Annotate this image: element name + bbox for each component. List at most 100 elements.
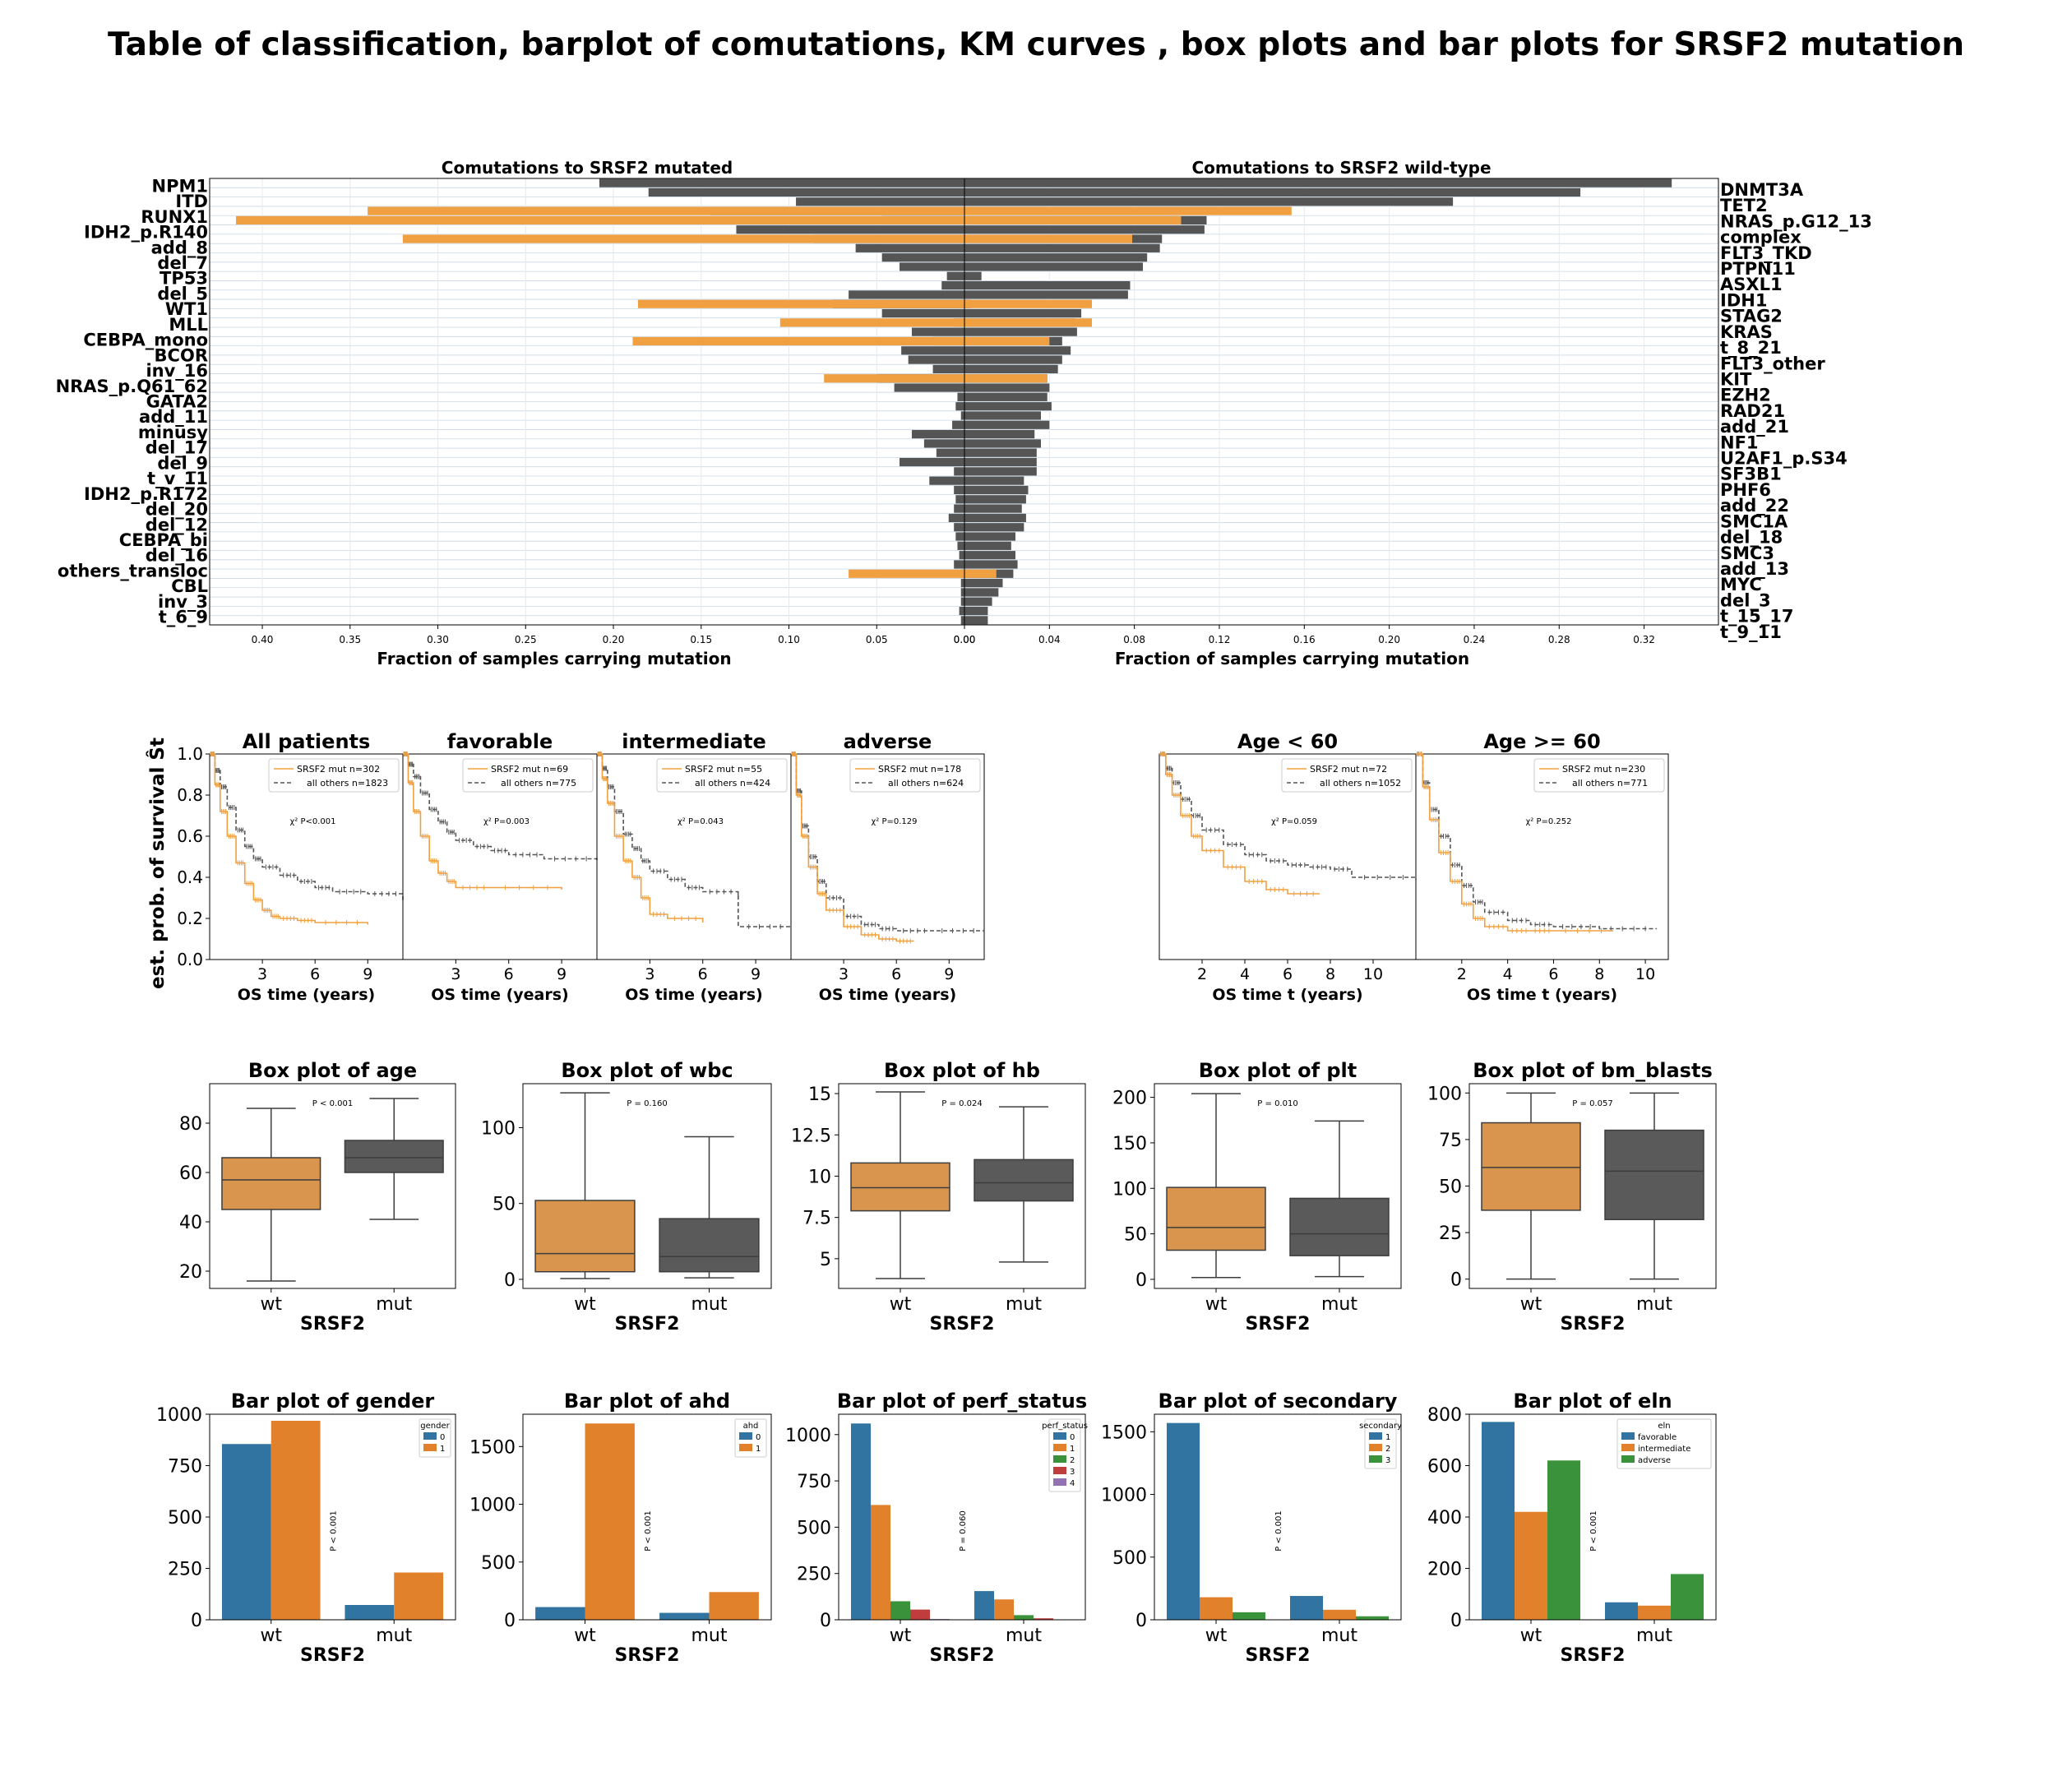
bar-wild-type (964, 411, 1041, 420)
legend-label: intermediate (1638, 1445, 1690, 1454)
bar-wild-type (964, 495, 1026, 504)
legend-label: all others n=1823 (307, 778, 388, 789)
box-panel: wt mut 0 50 100 150 200 Box plot of plt SRSF2 P =… (1112, 1059, 1402, 1334)
p-value: χ² P=0.043 (678, 817, 724, 826)
bar-mutated-highlight (236, 215, 964, 224)
subplot-title: Bar plot of perf_status (837, 1390, 1087, 1413)
bar-mutated-highlight (402, 234, 964, 243)
x-tick-label: 3 (257, 965, 267, 983)
legend-swatch (1053, 1455, 1066, 1463)
bar-mutated (954, 560, 964, 569)
bar-wild-type (964, 187, 1581, 197)
gene-label: FLT3_TKD (1720, 243, 1812, 263)
bar-wild-type (964, 271, 982, 280)
comutation-chart: 0.40 0.35 0.30 0.25 0.20 0.15 0.10 0.05 0.000.00… (56, 158, 1872, 668)
box (1166, 1186, 1266, 1251)
legend-swatch (1621, 1455, 1635, 1463)
plot-frame (1415, 753, 1669, 960)
x-tick-label: 0.16 (1293, 634, 1316, 645)
bar (871, 1505, 890, 1620)
legend-label: 0 (756, 1433, 761, 1442)
bar-wild-type-highlight (964, 374, 1048, 383)
plot-frame (1154, 1413, 1402, 1621)
bar-wild-type (964, 439, 1041, 448)
gene-label: TP53 (160, 269, 208, 289)
x-tick-label: 10 (1635, 965, 1655, 983)
x-axis-label: SRSF2 (1246, 1645, 1311, 1666)
legend-label: favorable (1638, 1433, 1677, 1442)
legend-swatch (1053, 1444, 1066, 1451)
subplot-title: Box plot of age (248, 1059, 417, 1082)
plot-frame (838, 1083, 1086, 1289)
gene-label: ASXL1 (1720, 275, 1783, 294)
p-value: P = 0.160 (627, 1099, 667, 1108)
bar-wild-type (964, 383, 1050, 392)
y-tick-label: 25 (1439, 1223, 1462, 1244)
x-tick-label: wt (1520, 1294, 1542, 1315)
bar-mutated (796, 197, 964, 206)
y-tick-label: 80 (179, 1114, 202, 1135)
y-tick-label: 500 (797, 1518, 831, 1538)
legend-box (1281, 758, 1413, 793)
bar-mutated (960, 597, 964, 606)
box (974, 1159, 1074, 1202)
legend-title: ahd (743, 1422, 759, 1431)
p-value: χ² P=0.129 (871, 817, 917, 826)
bar-mutated (932, 364, 964, 373)
x-tick-label: mut (1006, 1294, 1042, 1315)
bar-mutated (957, 541, 964, 550)
bar-mutated-highlight (632, 336, 964, 346)
gene-label: add_22 (1720, 496, 1789, 516)
x-axis-label: Fraction of samples carrying mutation (377, 649, 731, 668)
legend-swatch (423, 1432, 437, 1440)
gene-label: WT1 (165, 299, 208, 319)
bar-wild-type (964, 485, 1029, 495)
legend-swatch (1369, 1432, 1382, 1440)
gene-label: NF1 (1720, 432, 1759, 452)
p-value: χ² P=0.252 (1525, 817, 1571, 826)
legend-label: all others n=424 (695, 778, 770, 789)
plot-frame (790, 753, 985, 960)
x-tick-label: 9 (363, 965, 372, 983)
bar (851, 1423, 871, 1620)
x-tick-label: wt (1205, 1294, 1228, 1315)
x-axis-label: SRSF2 (1561, 1645, 1626, 1666)
y-tick-label: 0.6 (177, 826, 203, 846)
bar-wild-type (964, 616, 988, 625)
x-tick-label: 0.10 (778, 634, 800, 645)
p-value: P = 0.060 (959, 1510, 968, 1551)
bar-wild-type (964, 281, 1131, 290)
x-tick-label: wt (890, 1626, 912, 1646)
gene-label: RAD21 (1720, 401, 1785, 421)
y-tick-label: 100 (481, 1118, 516, 1139)
gene-label: RUNX1 (141, 207, 208, 227)
y-tick-label: 0 (1450, 1270, 1462, 1291)
y-tick-label: 10 (808, 1167, 831, 1187)
y-tick-label: 200 (1112, 1089, 1147, 1109)
x-tick-label: 2 (1457, 965, 1467, 983)
gene-label: PTPN11 (1720, 259, 1796, 279)
gene-label: IDH2_p.R140 (84, 223, 208, 243)
bar-wild-type-highlight (964, 569, 997, 578)
y-tick-label: 0 (504, 1270, 516, 1291)
bar-mutated (957, 392, 964, 401)
bar-mutated (954, 467, 964, 476)
gene-label: TET2 (1720, 196, 1768, 215)
bar-wild-type (964, 197, 1454, 206)
box (534, 1200, 636, 1273)
x-tick-label: 0.30 (427, 634, 449, 645)
subplot-title: Box plot of wbc (561, 1059, 733, 1082)
legend-label: 4 (1070, 1479, 1075, 1488)
y-tick-label: 600 (1427, 1457, 1462, 1478)
x-tick-label: mut (1321, 1294, 1357, 1315)
bar-mutated (911, 327, 964, 336)
bar-mutated (952, 420, 964, 429)
y-tick-label: 0.0 (177, 950, 203, 969)
gene-label: t_v_11 (147, 469, 208, 488)
bar (974, 1591, 994, 1620)
x-tick-label: 0.00 (954, 634, 976, 645)
box-panel: wt mut 20 40 60 80 Box plot of age SRSF2 P < 0.0… (179, 1059, 456, 1334)
bar-wild-type-highlight (964, 336, 1050, 346)
x-tick-label: 6 (1283, 965, 1293, 983)
